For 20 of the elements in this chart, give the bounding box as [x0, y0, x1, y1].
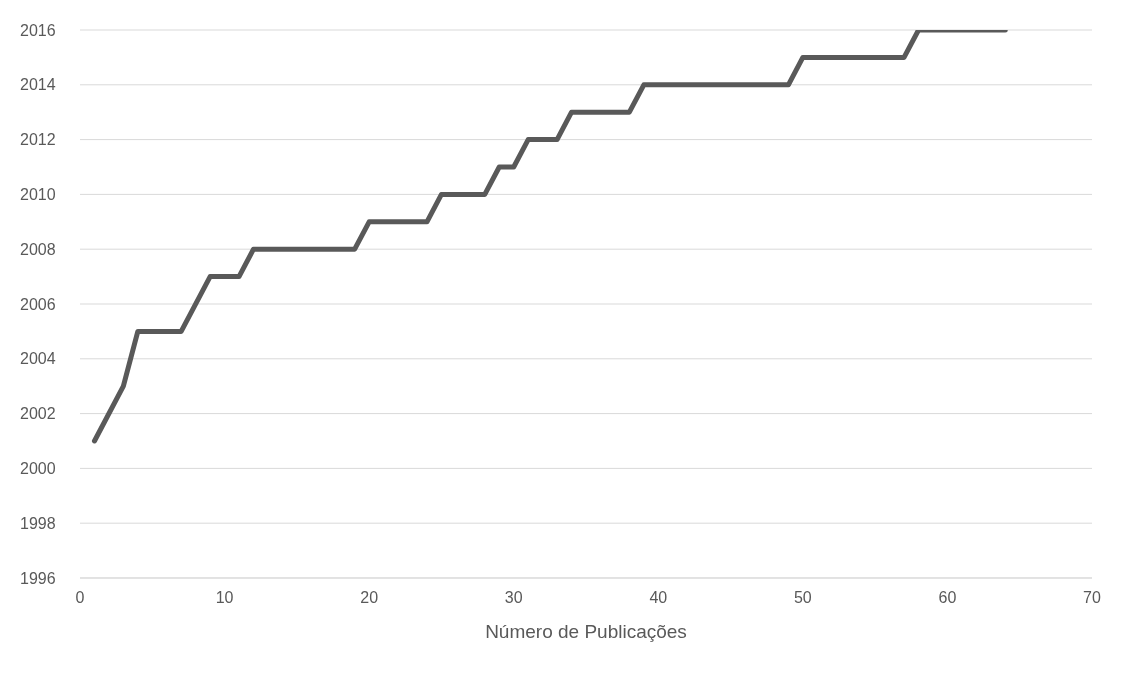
- x-axis-title: Número de Publicações: [485, 621, 687, 642]
- x-tick-label: 10: [215, 589, 234, 607]
- y-tick-label: 2014: [20, 76, 56, 94]
- y-tick-label: 2002: [20, 405, 56, 423]
- y-tick-label: 2000: [20, 460, 56, 478]
- x-tick-label: 60: [938, 589, 957, 607]
- x-tick-label: 50: [793, 589, 812, 607]
- y-tick-label: 2006: [20, 295, 56, 313]
- x-tick-label: 70: [1083, 589, 1101, 607]
- x-tick-label: 0: [75, 589, 85, 607]
- y-tick-label: 1998: [20, 514, 56, 532]
- y-tick-label: 2012: [20, 131, 56, 149]
- y-tick-label: 2010: [20, 186, 56, 204]
- x-tick-label: 40: [649, 589, 668, 607]
- x-tick-label: 30: [504, 589, 523, 607]
- y-tick-label: 2016: [20, 21, 56, 39]
- y-tick-label: 2008: [20, 240, 56, 258]
- x-tick-label: 20: [360, 589, 379, 607]
- y-tick-label: 2004: [20, 350, 56, 368]
- y-tick-label: 1996: [20, 569, 56, 587]
